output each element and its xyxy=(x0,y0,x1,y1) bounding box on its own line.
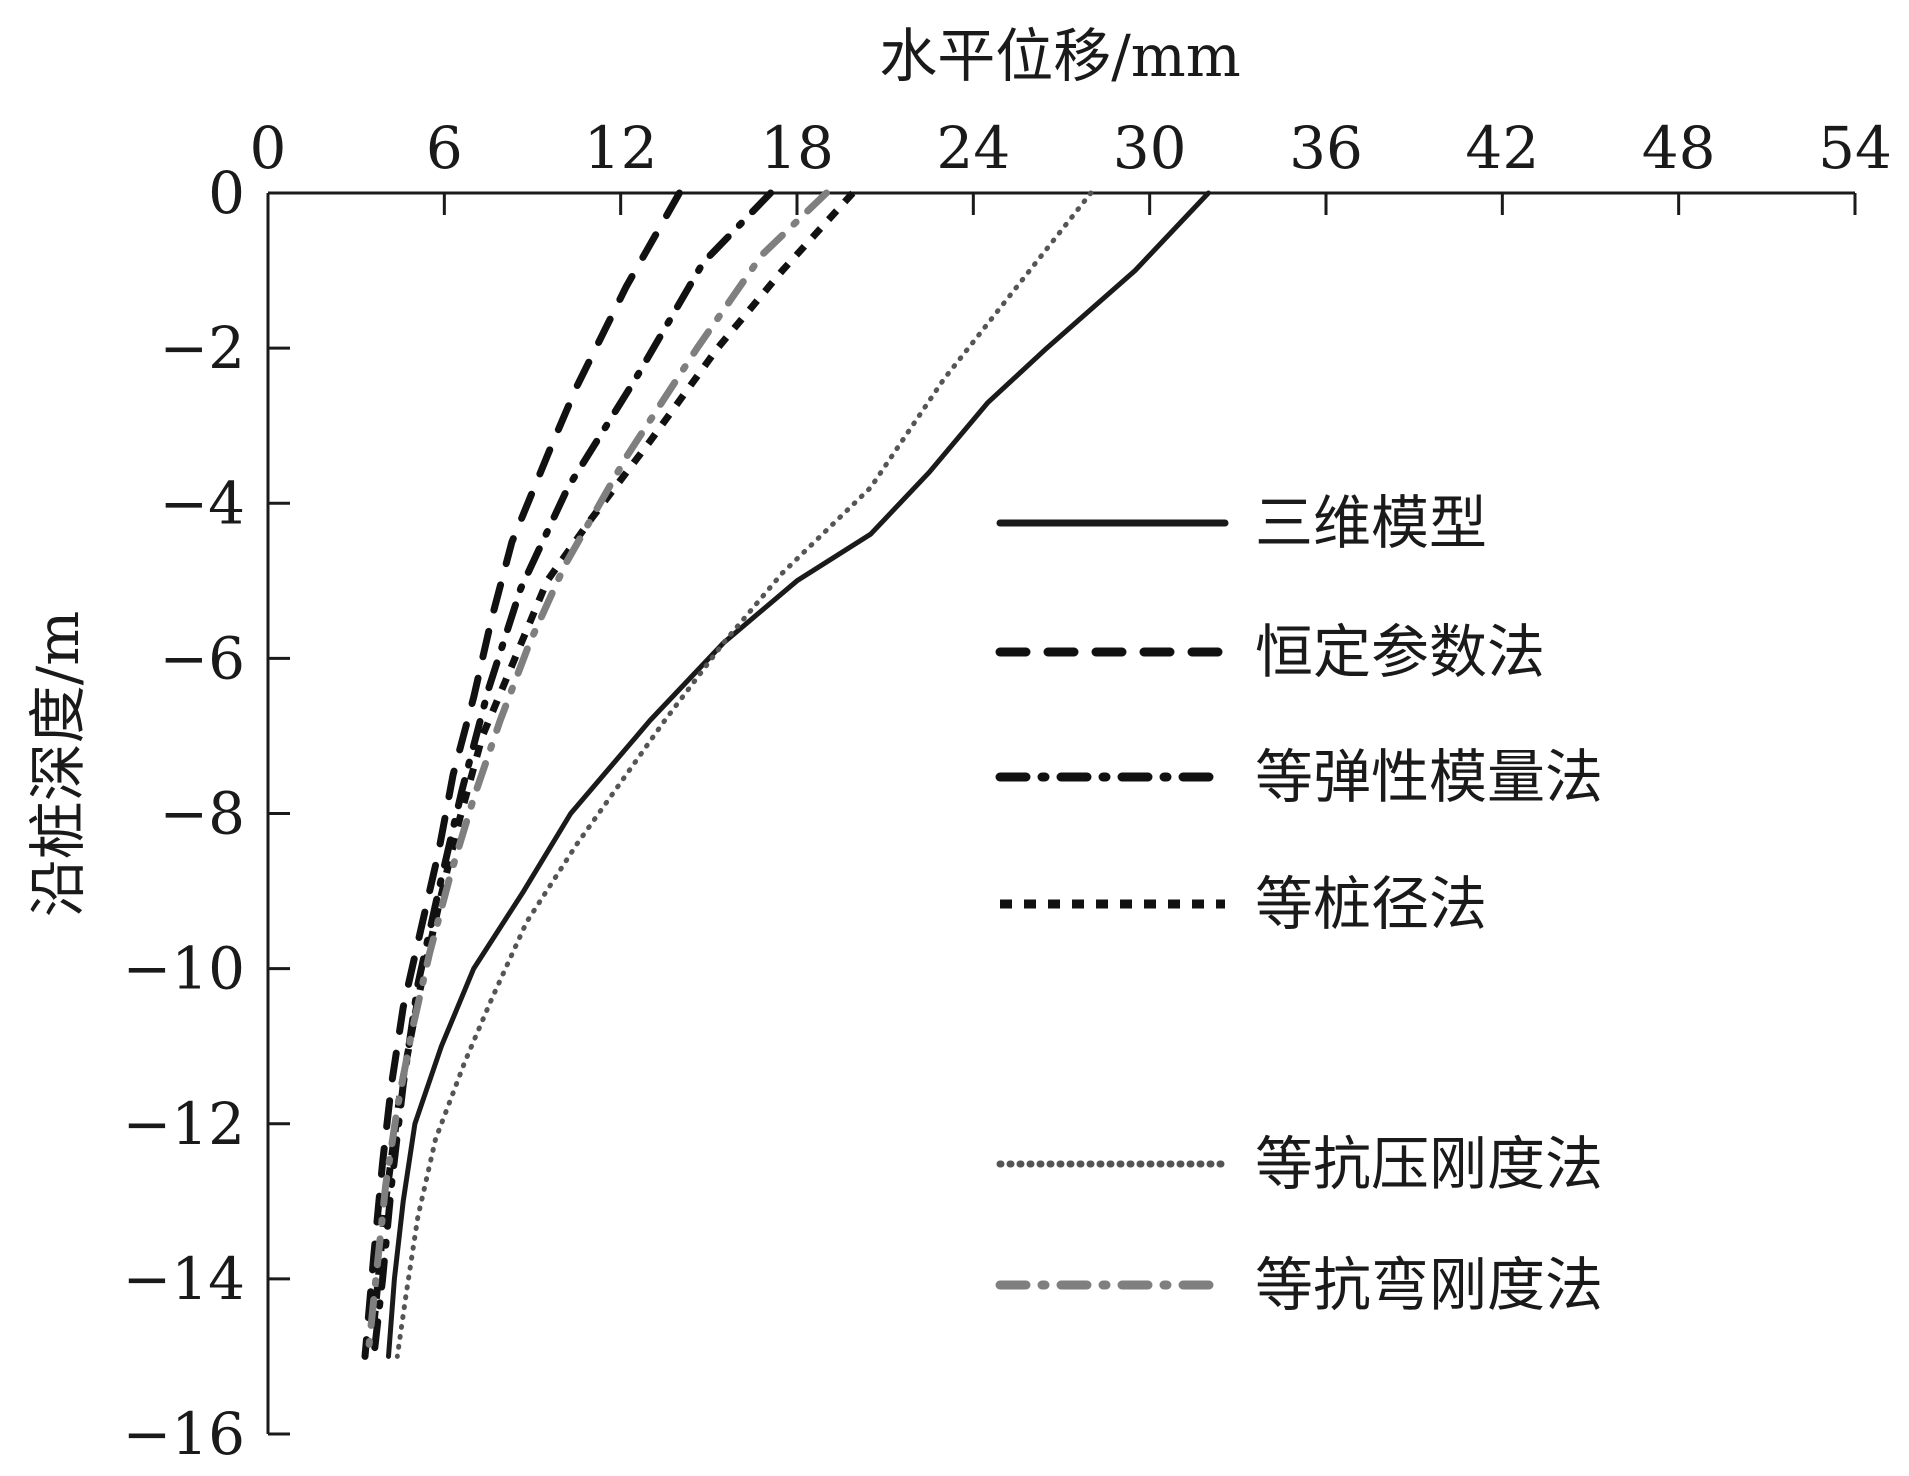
x-tick-label: 24 xyxy=(936,114,1010,182)
series-layer xyxy=(361,189,1211,1360)
legend-label: 等抗压刚度法 xyxy=(1255,1130,1603,1198)
y-tick-label: −8 xyxy=(160,780,246,848)
x-tick-label: 36 xyxy=(1289,114,1363,182)
legend-label: 等抗弯刚度法 xyxy=(1255,1251,1603,1319)
y-tick-label: −16 xyxy=(123,1400,245,1468)
x-tick-label: 30 xyxy=(1113,114,1187,182)
x-tick-label: 48 xyxy=(1642,114,1716,182)
x-tick-label: 54 xyxy=(1818,114,1892,182)
y-axis-title: 沿桩深度/m xyxy=(24,611,92,918)
series-line xyxy=(364,189,830,1360)
y-tick-label: −6 xyxy=(160,624,246,692)
axes: 0 6 12 18 24 30 36 42 48 54 0 −2 −4 −6 −8 −10 −12 −14 −16 xyxy=(123,114,1892,1468)
x-axis-title: 水平位移/mm xyxy=(879,22,1241,90)
x-tick-label: 0 xyxy=(250,114,287,182)
y-tick-label: −12 xyxy=(123,1090,245,1158)
y-tick-label: 0 xyxy=(208,159,245,227)
y-tick-label: −10 xyxy=(123,935,245,1003)
legend-label: 恒定参数法 xyxy=(1255,618,1545,686)
legend-label: 等桩径法 xyxy=(1255,870,1487,938)
y-tick-label: −2 xyxy=(160,314,246,382)
series-line xyxy=(386,190,1211,1359)
legend-label: 等弹性模量法 xyxy=(1255,743,1603,811)
x-tick-label: 12 xyxy=(584,114,658,182)
x-tick-label: 18 xyxy=(760,114,834,182)
legend-label: 三维模型 xyxy=(1255,489,1487,557)
series-line xyxy=(361,189,683,1360)
x-tick-label: 6 xyxy=(426,114,463,182)
y-tick-label: −14 xyxy=(123,1245,245,1313)
series-line xyxy=(370,189,775,1360)
series-line xyxy=(370,190,856,1326)
y-tick-label: −4 xyxy=(160,469,246,537)
series-line xyxy=(394,190,1094,1359)
x-tick-label: 42 xyxy=(1465,114,1539,182)
